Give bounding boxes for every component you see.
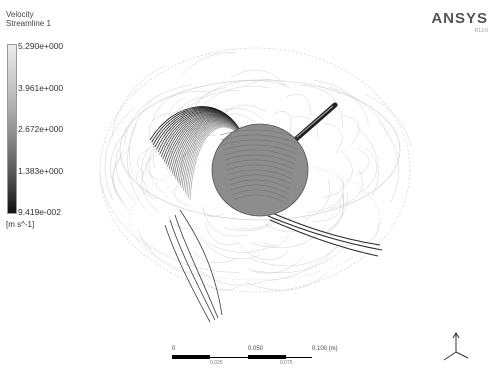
scale-label-0: 0 xyxy=(172,346,176,352)
hub-texture xyxy=(219,129,301,205)
scale-line xyxy=(172,357,312,358)
scale-label-2: 0.100 (m) xyxy=(312,346,338,352)
legend-object: Streamline 1 xyxy=(6,19,51,28)
ansys-version: R13.0 xyxy=(474,28,488,34)
streamline-render xyxy=(99,47,412,323)
lower-blade xyxy=(164,209,223,323)
background-streamlines xyxy=(99,52,412,291)
legend-unit: [m s^-1] xyxy=(6,220,35,229)
legend-tick-3: 2.672e+000 xyxy=(18,124,64,134)
ansys-logo: ANSYS xyxy=(431,10,488,27)
legend-tick-2: 3.961e+000 xyxy=(18,83,64,93)
upper-blade xyxy=(292,102,338,143)
right-blade xyxy=(264,209,383,257)
scale-label-4: 0.075 xyxy=(280,360,293,366)
legend-tick-max: 5.290e+000 xyxy=(18,41,64,51)
scale-label-1: 0.050 xyxy=(248,346,264,352)
upper-blade-highlight xyxy=(296,105,334,138)
legend-tick-4: 1.383e+000 xyxy=(18,166,64,176)
legend-variable: Velocity xyxy=(6,10,34,19)
scale-label-3: 0.025 xyxy=(210,360,223,366)
scale-bar: 0 0.050 0.100 (m) 0.025 0.075 xyxy=(168,346,338,366)
axis-triad-icon xyxy=(443,332,469,361)
legend-tick-min: 9.419e-002 xyxy=(18,207,62,217)
color-legend-bar xyxy=(7,44,17,214)
blade-streamlines xyxy=(149,106,251,201)
legend-title: Velocity Streamline 1 xyxy=(6,10,51,28)
